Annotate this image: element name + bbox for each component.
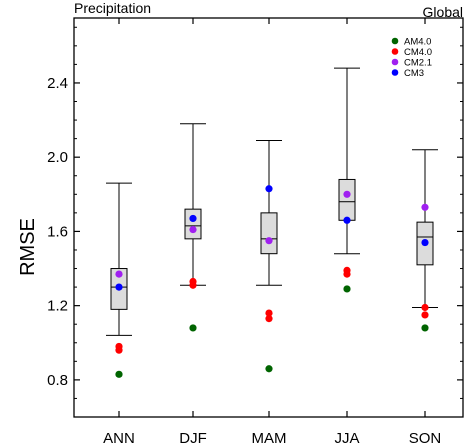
point-cm4-0 — [343, 266, 351, 274]
legend-label: CM2.1 — [404, 58, 432, 69]
y-tick-label: 1.2 — [47, 298, 68, 315]
x-tick-label: JJA — [334, 430, 359, 447]
point-cm2-1 — [421, 203, 429, 211]
point-cm2-1 — [343, 190, 351, 198]
point-cm2-1 — [265, 237, 273, 245]
legend-label: CM4.0 — [404, 47, 432, 58]
point-am4-0 — [265, 365, 273, 373]
point-cm2-1 — [189, 225, 197, 234]
y-tick-label: 2.0 — [47, 149, 68, 166]
box-ann — [106, 182, 132, 336]
legend-label: AM4.0 — [404, 37, 431, 48]
point-cm3 — [189, 214, 197, 223]
x-tick-label: MAM — [252, 430, 287, 447]
point-cm2-1 — [115, 270, 123, 278]
point-cm4-0 — [265, 315, 273, 323]
box-mam — [256, 139, 282, 286]
box-jja — [334, 67, 360, 255]
point-cm4-0 — [421, 303, 429, 312]
point-cm3 — [265, 185, 273, 193]
point-am4-0 — [343, 285, 351, 293]
box-iqr — [260, 212, 278, 255]
legend-marker — [391, 69, 399, 76]
box-djf — [180, 123, 206, 286]
x-tick-label: ANN — [103, 430, 135, 447]
point-cm4-0 — [189, 277, 197, 286]
x-tick-label: DJF — [179, 430, 207, 447]
x-axis: ANN DJF MAM JJA SON — [103, 18, 441, 447]
box-son — [412, 149, 438, 309]
point-cm4-0 — [265, 309, 273, 317]
x-tick-label: SON — [409, 430, 442, 447]
point-cm4-0 — [421, 311, 429, 319]
point-am4-0 — [189, 324, 197, 332]
box-iqr — [338, 178, 356, 221]
chart-title-left: Precipitation — [74, 0, 151, 16]
point-cm3 — [421, 238, 429, 247]
legend-marker — [391, 48, 399, 55]
legend-marker — [391, 58, 399, 66]
chart-title-right: Global — [423, 4, 463, 20]
point-am4-0 — [421, 324, 429, 332]
point-cm3 — [115, 283, 123, 291]
point-cm4-0 — [115, 342, 123, 351]
y-tick-label: 2.4 — [47, 75, 68, 92]
point-am4-0 — [115, 370, 123, 378]
y-tick-label: 1.6 — [47, 223, 68, 240]
point-cm3 — [343, 216, 351, 224]
y-axis: 0.8 1.2 1.6 2.0 2.4 — [47, 26, 463, 418]
y-tick-label: 0.8 — [47, 372, 68, 389]
legend-label: CM3 — [404, 68, 424, 79]
boxes-group — [106, 67, 438, 336]
model-points-group — [115, 185, 429, 378]
y-axis-label: RMSE — [17, 218, 39, 276]
box-iqr — [184, 208, 202, 240]
legend-marker — [391, 37, 399, 45]
